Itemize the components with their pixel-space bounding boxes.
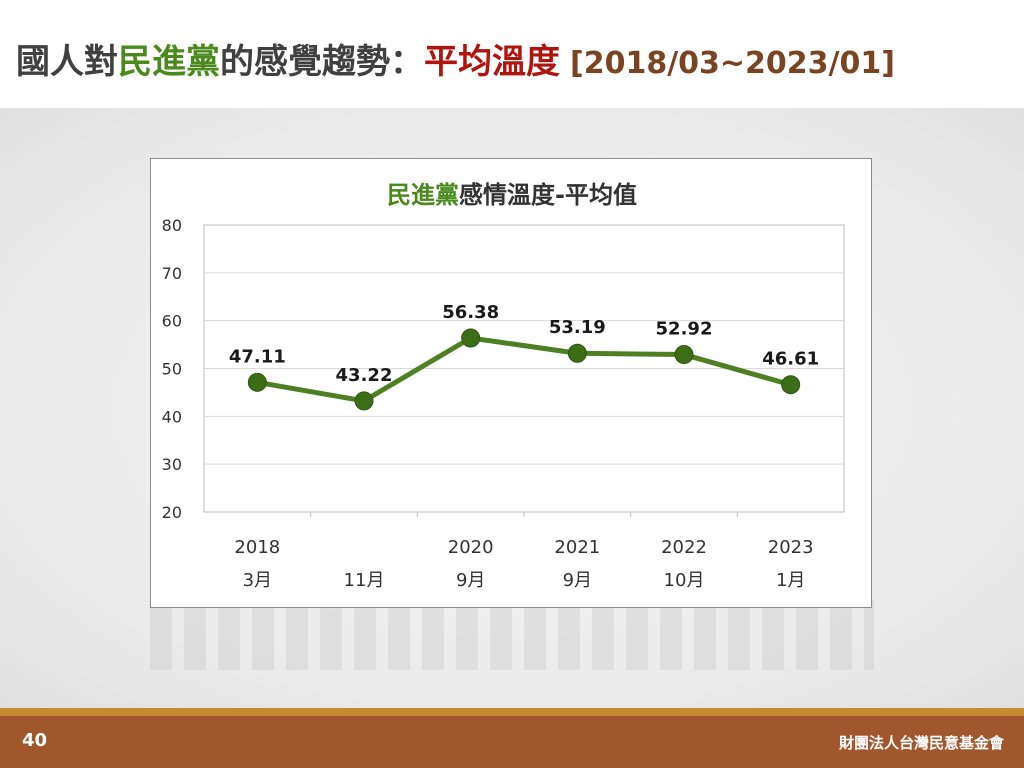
y-tick-label: 30 [162,455,182,474]
data-label: 56.38 [442,302,499,323]
title-metric: 平均溫度 [424,42,560,82]
data-label: 46.61 [762,349,819,370]
data-point [247,372,267,392]
y-tick-label: 60 [162,312,182,331]
y-tick-label: 70 [162,264,182,283]
data-label: 53.19 [549,317,606,338]
data-label: 52.92 [656,319,713,340]
chart-title-rest: 感情溫度-平均值 [459,181,637,209]
y-tick-label: 40 [162,407,182,426]
organization-name: 財團法人台灣民意基金會 [838,734,1004,752]
x-tick-month: 10月 [664,570,705,591]
data-point [354,391,374,411]
data-point [674,345,694,365]
footer-bar: 40 財團法人台灣民意基金會 [0,716,1024,768]
chart-title: 民進黨感情溫度-平均值 [387,181,637,209]
y-tick-label: 50 [162,360,182,379]
line-chart: 民進黨感情溫度-平均值 20 30 40 50 60 70 80 2018 3月 11月 2020 9月… [162,181,845,591]
data-label: 47.11 [229,346,286,367]
x-tick-month: 9月 [456,570,485,591]
slide-title: 國人對民進黨的感覺趨勢：平均溫度 [2018/03~2023/01] [16,34,895,83]
data-point [781,375,801,395]
title-party: 民進黨 [118,42,220,82]
chart-title-party: 民進黨 [387,181,459,209]
title-middle: 的感覺趨勢： [220,42,424,82]
x-tick-month: 11月 [344,570,385,591]
x-tick-month: 9月 [563,570,592,591]
series-line [256,335,792,404]
x-tick-year: 2020 [448,537,494,558]
x-tick-month: 1月 [776,570,805,591]
page-number: 40 [22,730,48,751]
data-label: 43.22 [336,365,393,386]
x-tick-year: 2022 [661,537,707,558]
data-point [461,328,481,348]
title-date-range: [2018/03~2023/01] [570,46,895,81]
y-tick-label: 20 [162,503,182,522]
footer-accent-line [0,708,1024,716]
y-tick-label: 80 [162,216,182,235]
crowd-silhouette-decoration [150,600,874,670]
x-tick-year: 2021 [554,537,600,558]
title-prefix: 國人對 [16,42,118,82]
title-bar: 國人對民進黨的感覺趨勢：平均溫度 [2018/03~2023/01] [0,0,1024,108]
data-point [567,343,587,363]
x-tick-year: 2018 [234,537,280,558]
x-tick-year: 2023 [768,537,814,558]
chart-panel: 民進黨感情溫度-平均值 20 30 40 50 60 70 80 2018 3月 11月 2020 9月… [150,158,872,608]
x-tick-month: 3月 [243,570,272,591]
